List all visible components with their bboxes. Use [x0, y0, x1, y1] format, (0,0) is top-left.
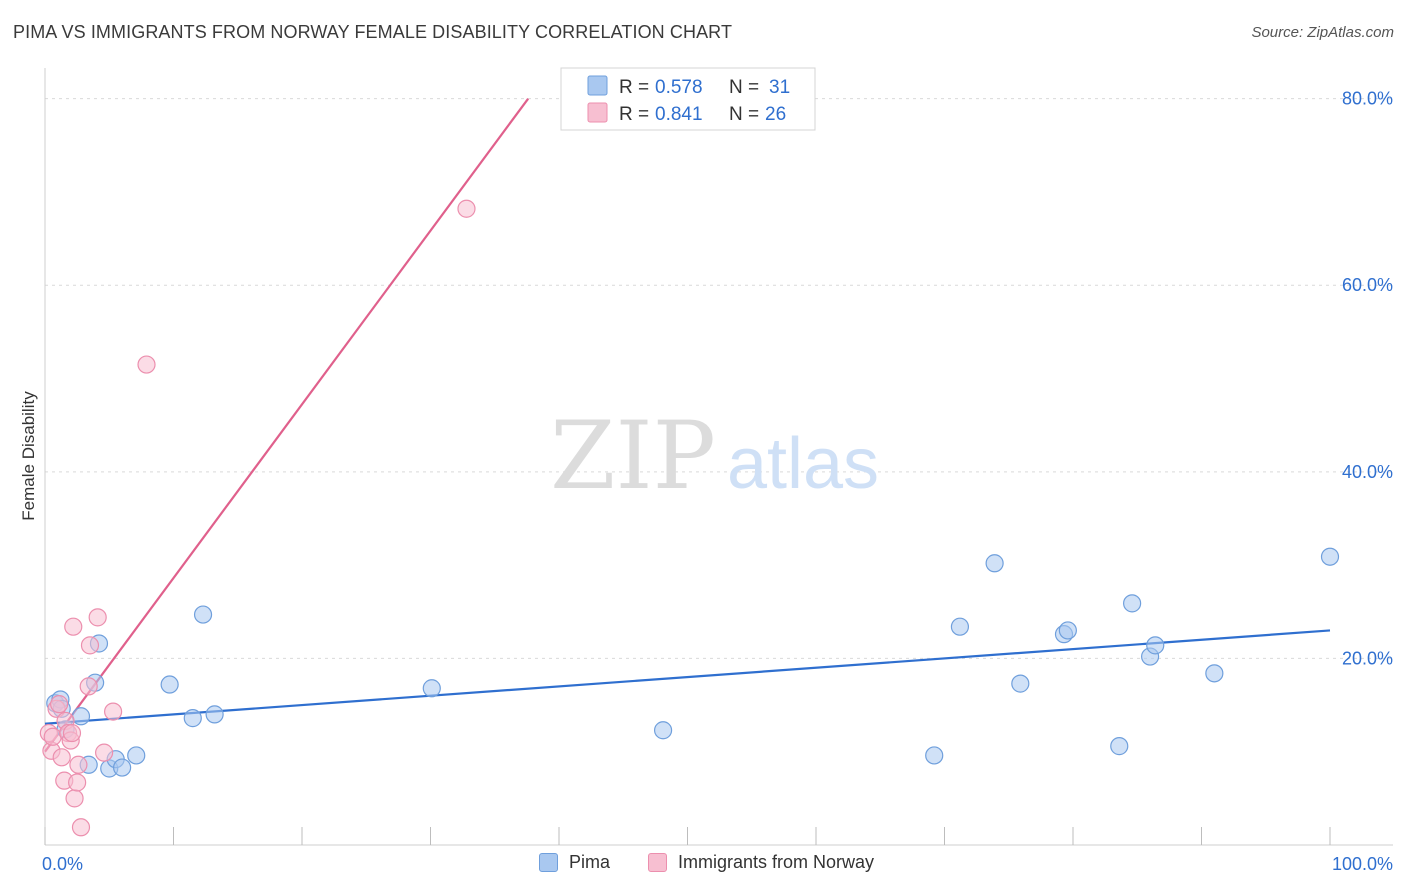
trend-line-norway: [44, 98, 530, 753]
chart-source: Source: ZipAtlas.com: [1251, 24, 1394, 41]
data-point-norway: [80, 636, 100, 655]
y-tick-label: 80.0%: [1342, 89, 1393, 109]
data-point-pima: [1058, 621, 1077, 640]
stats-n-label-pima: N =: [729, 77, 764, 98]
data-point-pima: [1205, 664, 1224, 683]
stats-r-value-norway: 0.841: [655, 104, 703, 125]
stats-n-value-pima: 31: [769, 77, 790, 98]
data-point-norway: [88, 608, 107, 627]
data-point-norway: [68, 773, 87, 792]
data-point-pima: [205, 705, 224, 724]
watermark: ZIP atlas: [550, 402, 879, 511]
data-point-norway: [65, 789, 84, 808]
data-point-pima: [193, 605, 213, 624]
y-tick-label: 20.0%: [1342, 648, 1393, 668]
data-point-pima: [71, 707, 91, 726]
data-point-pima: [1320, 547, 1340, 566]
x-tick-labels: 0.0% 100.0%: [42, 854, 1393, 874]
data-point-norway: [43, 727, 62, 746]
data-point-pima: [1110, 737, 1129, 756]
data-point-pima: [653, 721, 673, 740]
data-point-norway: [64, 617, 83, 636]
chart-title: PIMA VS IMMIGRANTS FROM NORWAY FEMALE DI…: [13, 22, 733, 42]
legend-item-pima: Pima: [539, 852, 610, 873]
y-tick-label: 40.0%: [1342, 462, 1393, 482]
legend-label-norway: Immigrants from Norway: [678, 852, 875, 872]
data-point-norway: [457, 199, 476, 218]
data-point-pima: [183, 709, 202, 728]
data-point-norway: [79, 677, 98, 696]
legend-label-pima: Pima: [569, 852, 611, 872]
data-point-pima: [112, 758, 132, 777]
stats-n-value-norway: 26: [765, 104, 786, 125]
data-point-norway: [137, 355, 156, 374]
y-tick-label: 60.0%: [1342, 275, 1393, 295]
stats-legend: R = 0.578 N = 31 R = 0.841 N = 26: [560, 67, 816, 131]
data-point-norway: [69, 755, 88, 774]
legend-swatch-pima: [539, 853, 558, 872]
x-tick-label: 0.0%: [42, 854, 83, 874]
data-point-pima: [1123, 594, 1142, 613]
data-point-pima: [160, 675, 179, 694]
stats-r-value-pima: 0.578: [655, 77, 703, 98]
data-point-norway: [50, 695, 69, 714]
stats-r-label-pima: R =: [619, 77, 654, 98]
trend-line-pima: [44, 629, 1331, 725]
x-tick-label: 100.0%: [1332, 854, 1393, 874]
data-point-norway: [95, 743, 114, 762]
trend-lines: [44, 98, 1331, 753]
stats-legend-swatch-norway: [587, 102, 608, 123]
gridlines: [45, 98, 1393, 659]
stats-legend-swatch-pima: [587, 75, 608, 96]
data-point-pima: [950, 617, 970, 636]
y-tick-labels: 20.0% 40.0% 60.0% 80.0%: [1342, 89, 1393, 669]
data-point-pima: [1011, 674, 1030, 693]
stats-r-label-norway: R =: [619, 104, 654, 125]
bottom-legend: Pima Immigrants from Norway: [0, 852, 1406, 878]
legend-item-norway: Immigrants from Norway: [648, 852, 874, 873]
axes: [44, 68, 1393, 846]
data-point-pima: [422, 679, 441, 698]
stats-n-label-norway: N =: [729, 104, 764, 125]
data-point-pima: [925, 746, 944, 765]
watermark-atlas: atlas: [727, 424, 879, 504]
watermark-zip: ZIP: [550, 402, 716, 511]
data-point-norway: [104, 702, 123, 721]
data-point-pima: [1146, 636, 1165, 655]
y-axis-label: Female Disability: [19, 391, 38, 521]
data-point-norway: [62, 723, 82, 743]
data-points: [39, 199, 1340, 837]
data-point-norway: [71, 818, 91, 837]
data-point-pima: [127, 746, 146, 765]
data-point-norway: [52, 748, 71, 767]
legend-swatch-norway: [648, 853, 667, 872]
data-point-pima: [985, 554, 1004, 573]
